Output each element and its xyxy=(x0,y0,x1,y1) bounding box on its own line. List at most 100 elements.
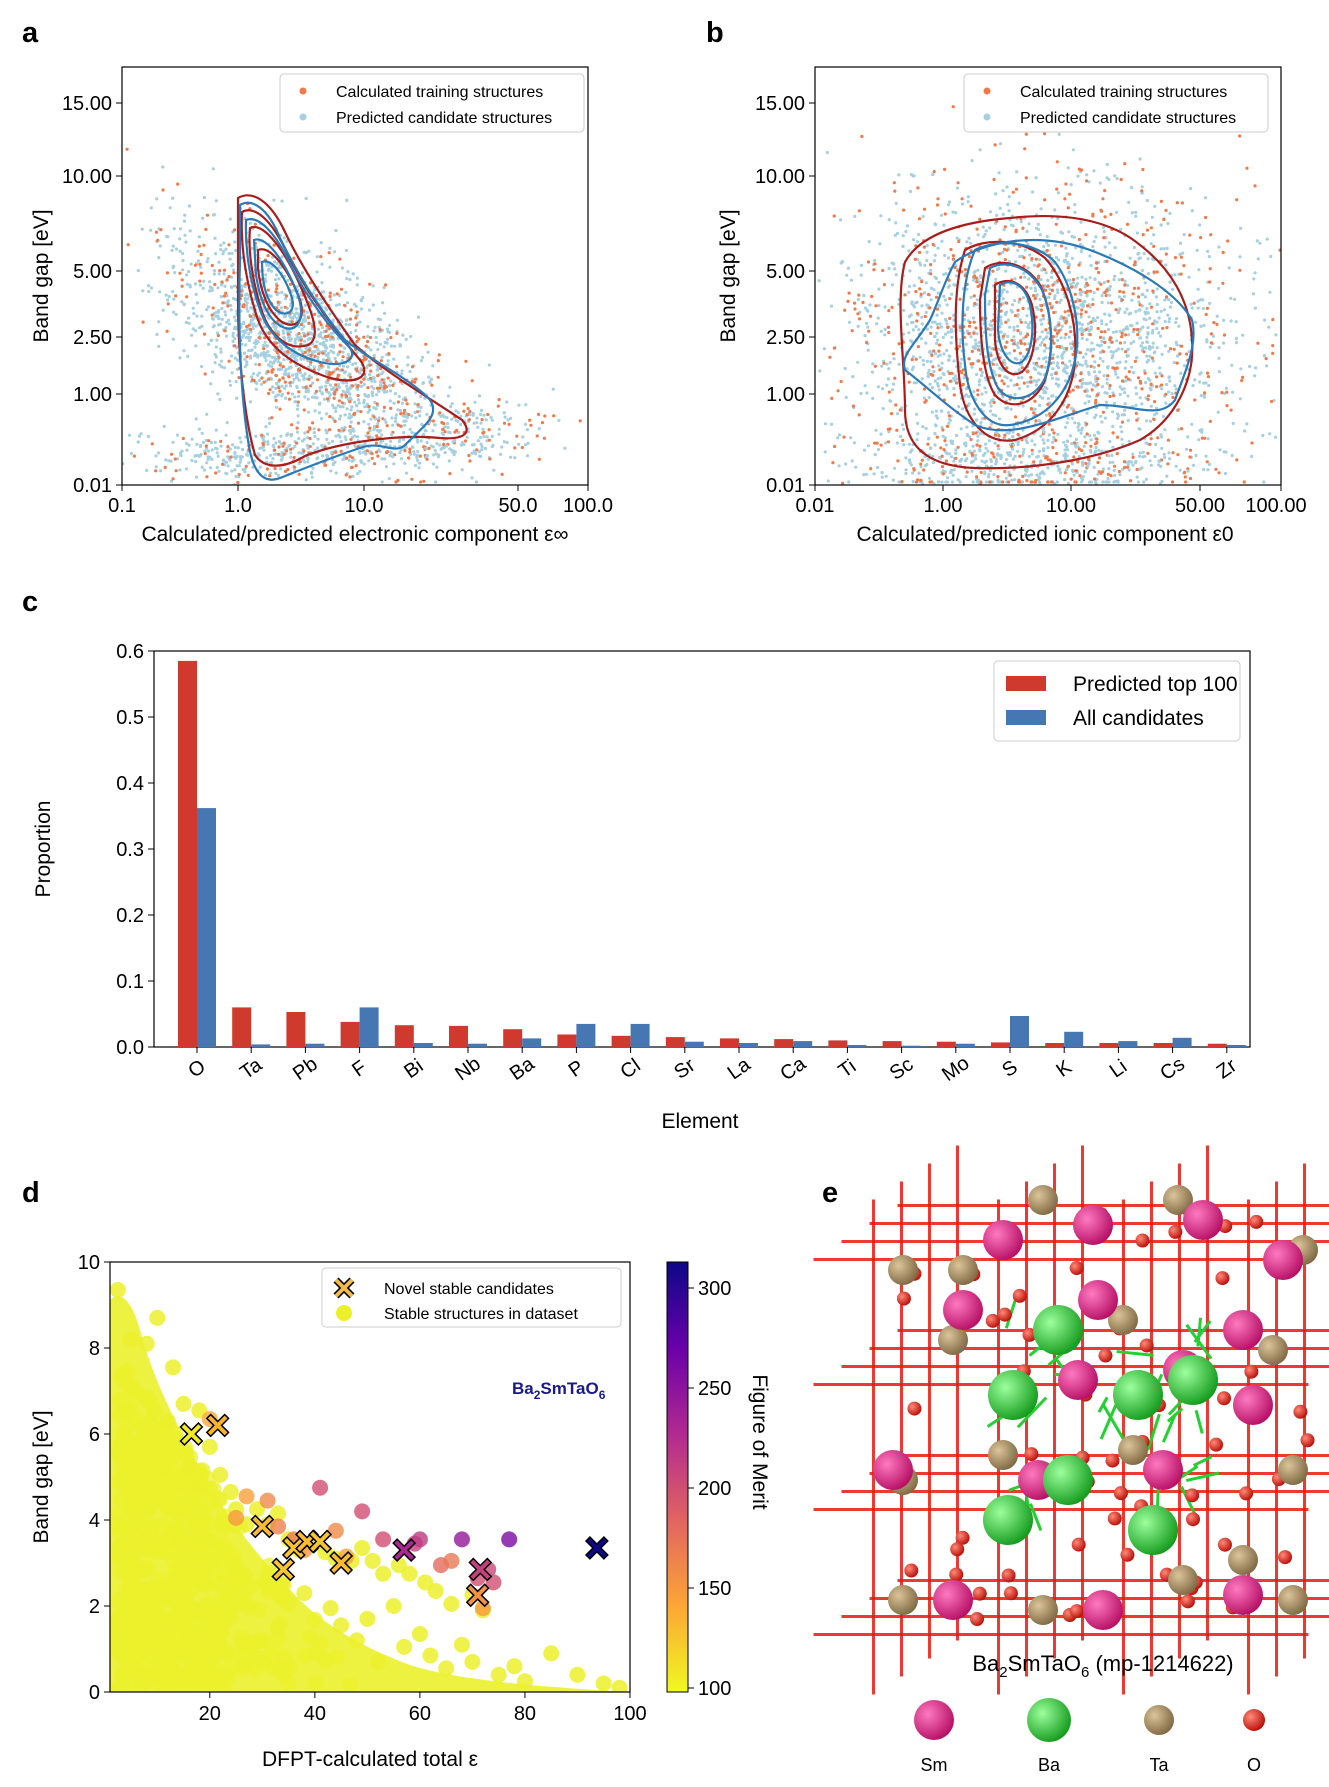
scatter-point xyxy=(1106,374,1110,378)
scatter-point xyxy=(1151,359,1155,363)
scatter-point xyxy=(1123,283,1127,287)
scatter-point xyxy=(887,218,891,222)
scatter-point xyxy=(351,272,355,276)
scatter-point xyxy=(1046,438,1050,442)
scatter-point xyxy=(1162,308,1167,312)
scatter-point xyxy=(1203,391,1207,395)
panel-letter-d: d xyxy=(22,1177,40,1209)
scatter-point xyxy=(887,309,891,313)
scatter-point xyxy=(432,453,436,457)
scatter-point xyxy=(503,415,507,419)
scatter-point xyxy=(1026,384,1030,388)
scatter-point xyxy=(1074,283,1078,288)
scatter-point xyxy=(339,449,343,453)
scatter-point xyxy=(973,338,978,342)
scatter-point xyxy=(991,398,995,402)
scatter-point xyxy=(364,344,368,348)
scatter-point xyxy=(898,408,902,412)
scatter-point xyxy=(1006,202,1010,207)
scatter-point xyxy=(935,313,939,317)
scatter-point xyxy=(1087,315,1091,319)
scatter-point xyxy=(385,337,389,341)
scatter-point xyxy=(243,357,247,361)
scatter-point xyxy=(1148,316,1152,320)
scatter-point xyxy=(344,248,348,253)
scatter-point xyxy=(376,365,380,369)
scatter-point xyxy=(918,287,922,291)
scatter-point xyxy=(219,248,223,252)
scatter-point xyxy=(475,448,479,452)
scatter-point xyxy=(356,409,360,413)
scatter-point xyxy=(524,403,528,407)
scatter-point xyxy=(943,470,948,474)
scatter-point xyxy=(913,257,917,261)
scatter-point xyxy=(811,378,814,381)
scatter-point xyxy=(390,416,394,420)
scatter-point xyxy=(372,415,376,419)
scatter-point xyxy=(234,297,238,302)
scatter-point xyxy=(1135,418,1139,422)
scatter-point xyxy=(1046,402,1050,406)
scatter-point xyxy=(1082,452,1086,456)
scatter-point xyxy=(233,240,237,244)
scatter-point xyxy=(490,434,494,438)
scatter-point xyxy=(456,419,460,423)
scatter-point xyxy=(947,421,951,425)
scatter-point xyxy=(1014,415,1018,419)
scatter-point xyxy=(1135,475,1139,479)
scatter-point xyxy=(1170,480,1175,484)
scatter-point xyxy=(1050,376,1055,380)
scatter-point xyxy=(882,283,887,287)
scatter-point xyxy=(389,439,393,443)
scatter-point xyxy=(951,210,955,214)
scatter-point xyxy=(1019,320,1023,324)
scatter-point xyxy=(859,263,864,267)
scatter-point xyxy=(276,291,280,295)
scatter-point xyxy=(1120,437,1124,441)
scatter-point xyxy=(266,288,270,292)
scatter-point xyxy=(157,451,161,455)
scatter-point xyxy=(1145,340,1149,344)
scatter-point xyxy=(329,469,333,473)
scatter-point xyxy=(348,412,352,416)
scatter-point xyxy=(191,306,195,310)
scatter-point xyxy=(1165,295,1169,299)
scatter-point xyxy=(442,422,446,426)
scatter-point xyxy=(911,355,915,359)
scatter-point xyxy=(294,400,298,404)
scatter-point xyxy=(214,471,218,475)
scatter-point xyxy=(459,414,463,418)
panel-a-ytick: 2.50 xyxy=(73,327,112,349)
scatter-point xyxy=(306,430,310,434)
scatter-point xyxy=(1234,341,1239,345)
scatter-point xyxy=(907,442,911,446)
scatter-point xyxy=(407,413,411,417)
scatter-point xyxy=(951,254,956,258)
scatter-point xyxy=(348,277,352,282)
scatter-point xyxy=(1264,357,1268,361)
scatter-point xyxy=(1183,470,1187,474)
scatter-point xyxy=(967,254,972,259)
scatter-point xyxy=(1241,375,1245,379)
scatter-point xyxy=(1132,327,1136,331)
scatter-point xyxy=(305,310,309,314)
scatter-point xyxy=(1080,290,1084,294)
scatter-point xyxy=(205,260,209,264)
scatter-point xyxy=(277,277,281,281)
scatter-point xyxy=(1085,364,1089,368)
scatter-point xyxy=(1002,228,1006,232)
scatter-point xyxy=(894,221,898,225)
scatter-point xyxy=(299,342,303,346)
scatter-point xyxy=(269,453,273,457)
scatter-point xyxy=(1165,246,1169,250)
scatter-point xyxy=(419,394,423,399)
scatter-point xyxy=(178,249,182,253)
scatter-point xyxy=(914,290,918,294)
scatter-point xyxy=(959,427,963,431)
scatter-point xyxy=(932,288,936,292)
scatter-point xyxy=(989,422,994,426)
scatter-point xyxy=(1073,203,1077,207)
scatter-point xyxy=(1044,391,1048,395)
scatter-point xyxy=(976,393,980,397)
scatter-point xyxy=(1089,320,1093,324)
